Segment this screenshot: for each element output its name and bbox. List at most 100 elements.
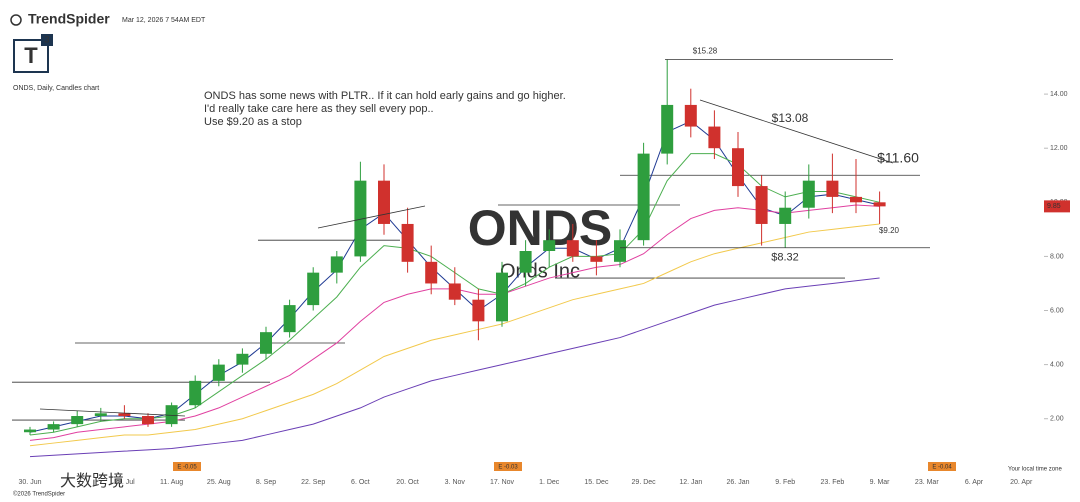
logo-badge-box — [41, 34, 53, 46]
trend-line — [699, 99, 894, 164]
candle-body — [236, 353, 249, 365]
brand-icon — [10, 14, 22, 26]
price-tag-label: 9.85 — [1047, 203, 1061, 210]
candle-body — [850, 196, 862, 203]
moving-average — [29, 204, 880, 441]
candle-body — [543, 240, 556, 251]
candle-body — [708, 126, 721, 149]
candle-body — [519, 251, 532, 273]
x-tick-label: 12. Jan — [679, 479, 702, 486]
candle-body — [47, 424, 60, 430]
annotation-label: $8.32 — [771, 252, 799, 264]
candle-body — [590, 256, 603, 262]
candle-body — [71, 416, 84, 425]
trend-line — [317, 205, 426, 229]
moving-average — [29, 277, 880, 458]
x-tick-label: 15. Dec — [584, 479, 609, 486]
x-tick-label: 3. Nov — [445, 479, 466, 486]
candle-body — [496, 272, 508, 322]
candle-body — [826, 180, 839, 197]
candle-body — [24, 429, 36, 433]
logo-badge: 3 — [44, 34, 49, 44]
copyright: ©2026 TrendSpider — [13, 491, 65, 498]
candle-body — [165, 405, 178, 425]
annotation-label: $15.28 — [693, 47, 718, 56]
x-tick-label: 8. Sep — [256, 479, 276, 486]
earnings-marker — [173, 462, 201, 471]
candle-body — [283, 305, 296, 333]
candle-body — [472, 299, 485, 322]
candle-body — [566, 240, 579, 257]
x-tick-label: 6. Apr — [965, 479, 984, 486]
candle-body — [448, 283, 461, 300]
candle-body — [330, 256, 343, 273]
annotation-label: $13.08 — [772, 111, 809, 125]
x-tick-label: 20. Apr — [1010, 479, 1033, 486]
candle-body — [425, 261, 438, 284]
candle-body — [212, 364, 225, 381]
x-tick-label: 9. Mar — [870, 479, 891, 486]
x-tick-label: 28. Jul — [114, 479, 135, 486]
candle-body — [401, 223, 414, 262]
price-tag — [1044, 200, 1070, 213]
earnings-label: E -0.05 — [177, 465, 197, 471]
note-line: I'd really take care here as they sell e… — [204, 103, 434, 115]
candle-body — [118, 413, 131, 417]
candle-body — [260, 332, 272, 354]
candle-body — [189, 380, 202, 406]
x-tick-label: 11. Aug — [160, 479, 183, 486]
moving-average — [29, 223, 880, 447]
earnings-label: E -0.04 — [932, 465, 952, 471]
candle-body — [732, 148, 744, 187]
logo-letter: T — [24, 43, 38, 68]
trend-line — [39, 408, 186, 417]
y-tick-label: 6.00 — [1050, 307, 1064, 314]
annotation-label: $11.60 — [877, 150, 919, 166]
y-tick-label: 4.00 — [1050, 361, 1064, 368]
x-tick-label: 20. Oct — [396, 479, 419, 486]
timezone-label: Your local time zone — [1008, 467, 1062, 473]
y-tick-label: 8.00 — [1050, 253, 1064, 260]
note-line: ONDS has some news with PLTR.. If it can… — [204, 90, 566, 102]
x-tick-label: 29. Dec — [632, 479, 657, 486]
chart-label: ONDS, Daily, Candles chart — [13, 85, 99, 92]
logo: TrendSpider Mar 12, 2026 7 54AM EDT T 3 … — [10, 11, 206, 92]
brand: TrendSpider — [28, 11, 110, 27]
candle-body — [779, 207, 792, 224]
candle-body — [307, 272, 320, 306]
annotation-label: $9.20 — [879, 226, 900, 235]
watermark-sub: Onds Inc — [500, 260, 580, 282]
candle-body — [755, 186, 768, 224]
y-tick-label: 2.00 — [1050, 416, 1064, 423]
x-tick-label: 30. Jun — [19, 479, 42, 486]
x-tick-label: 1. Dec — [539, 479, 560, 486]
candle-body — [684, 104, 697, 127]
x-tick-label: 17. Nov — [490, 479, 515, 486]
watermark: ONDS — [468, 200, 612, 256]
timestamp: Mar 12, 2026 7 54AM EDT — [122, 17, 206, 24]
x-tick-label: 25. Aug — [207, 479, 231, 486]
x-tick-label: 22. Sep — [301, 479, 325, 486]
candle-body — [378, 180, 390, 224]
candle-body — [802, 180, 815, 208]
earnings-marker — [928, 462, 956, 471]
candle-body — [873, 202, 886, 207]
earnings-label: E -0.03 — [498, 465, 518, 471]
x-tick-label: 23. Feb — [821, 479, 845, 486]
y-tick-label: 14.00 — [1050, 91, 1068, 98]
overlay-watermark: 大数跨境 — [60, 471, 124, 490]
candle-body — [637, 153, 650, 241]
candle-body — [354, 180, 367, 257]
x-tick-label: 23. Mar — [915, 479, 939, 486]
y-tick-label: 12.00 — [1050, 145, 1068, 152]
candle-body — [142, 416, 154, 425]
candle-body — [94, 413, 107, 417]
earnings-marker — [494, 462, 522, 471]
x-tick-label: 9. Feb — [775, 479, 795, 486]
candle-body — [614, 240, 626, 262]
note-line: Use $9.20 as a stop — [204, 116, 302, 128]
x-tick-label: 6. Oct — [351, 479, 370, 486]
candle-body — [661, 104, 674, 154]
